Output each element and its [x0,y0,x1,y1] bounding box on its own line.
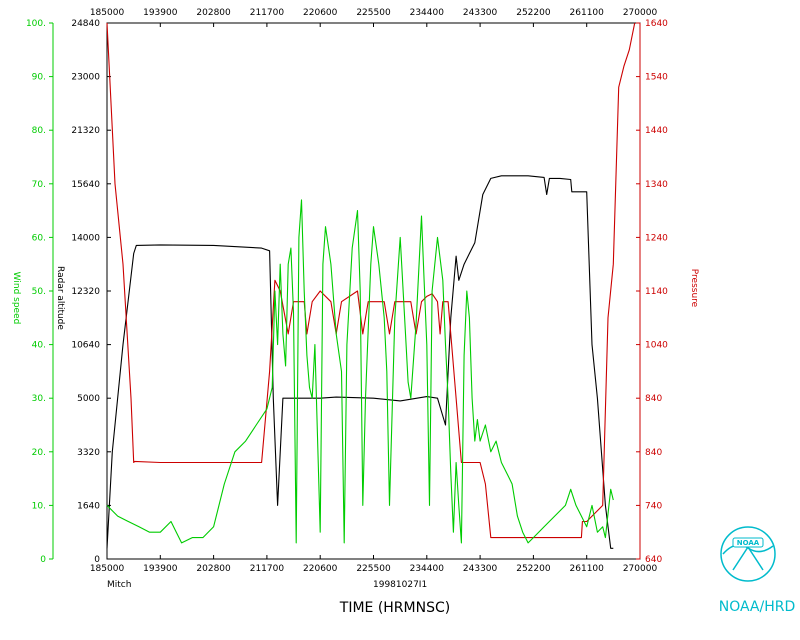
bottom-tick-label: 202800 [196,564,231,574]
top-tick-label: 225500 [356,8,391,18]
pressure-tick-label: 640 [645,555,662,565]
pressure-tick-label: 1640 [645,19,668,29]
top-axis: 185000 193900 202800 211700 220600 225500 2344… [90,8,658,27]
wind-speed-tick-label: 60. [32,233,46,243]
top-tick-label: 185000 [90,8,125,18]
radar-altitude-tick-label: 12320 [71,287,100,297]
bottom-tick-label: 225500 [356,564,391,574]
wind-speed-tick-label: 50. [32,287,46,297]
noaa-logo-bird [732,545,764,571]
pressure-tick-label: 1540 [645,73,668,83]
wind-speed-tick-label: 100. [26,19,46,29]
pressure-tick-label: 1240 [645,233,668,243]
radar-altitude-label: Radar altitude [55,266,65,330]
wind-speed-tick-label: 0 [40,555,46,565]
wind-speed-tick-label: 90. [32,73,46,83]
flight-id: 19981027I1 [373,580,427,590]
pressure-tick-label: 1440 [645,126,668,136]
pressure-tick-label: 840 [645,394,662,404]
noaa-logo: NOAA [720,526,776,582]
bottom-tick-label: 261100 [570,564,605,574]
agency-label: NOAA/HRD [719,599,796,615]
pressure-label: Pressure [689,269,699,308]
top-tick-label: 202800 [196,8,231,18]
series-pressure-line [106,22,636,539]
top-tick-label: 261100 [570,8,605,18]
bottom-tick-label: 243300 [463,564,498,574]
pressure-tick-label: 1040 [645,341,668,351]
bottom-tick-label: 252200 [516,564,551,574]
series-layer [106,22,636,549]
top-tick-label: 234400 [410,8,445,18]
radar-altitude-tick-label: 23000 [71,73,100,83]
wind-speed-tick-label: 70. [32,180,46,190]
bottom-tick-label: 270000 [623,564,658,574]
series-wind-speed-line [106,199,614,544]
wind-speed-tick-label: 80. [32,126,46,136]
plot-frame [106,22,641,560]
top-tick-label: 270000 [623,8,658,18]
radar-altitude-tick-label: 21320 [71,126,100,136]
bottom-tick-label: 220600 [303,564,338,574]
bottom-tick-label: 234400 [410,564,445,574]
wind-speed-tick-label: 30. [32,394,46,404]
radar-altitude-tick-label: 3320 [77,448,100,458]
pressure-tick-label: 1140 [645,287,668,297]
radar-altitude-tick-label: 15640 [71,180,100,190]
wind-speed-tick-label: 40. [32,341,46,351]
radar-altitude-tick-label: 24840 [71,19,100,29]
noaa-logo-text: NOAA [737,539,760,547]
noaa-logo-circle [720,526,776,582]
pressure-axis: 640 740 840 840 1040 1140 1240 1340 1440 1540 1640 [636,19,668,565]
wind-speed-tick-label: 20. [32,448,46,458]
noaa-logo-banner [732,537,764,548]
radar-altitude-tick-label: 5000 [77,394,100,404]
pressure-tick-label: 740 [645,501,662,511]
radar-altitude-tick-label: 14000 [71,233,100,243]
x-axis-label: TIME (HRMNSC) [339,600,450,616]
pressure-tick-label: 840 [645,448,662,458]
bottom-axis: 185000 193900 202800 211700 220600 225500 2344… [90,555,658,574]
series-radar-altitude-line [106,175,614,549]
top-tick-label: 243300 [463,8,498,18]
wind-speed-label: Wind speed [11,272,21,325]
storm-name: Mitch [107,580,131,590]
radar-altitude-axis: 0 1640 3320 5000 10640 12320 14000 15640 21320 23… [71,19,111,565]
bottom-tick-label: 185000 [90,564,125,574]
radar-altitude-tick-label: 0 [94,555,100,565]
top-tick-label: 220600 [303,8,338,18]
radar-altitude-tick-label: 10640 [71,341,100,351]
bottom-tick-label: 211700 [250,564,285,574]
wind-speed-axis: 0 10. 20. 30. 40. 50. 60. 70. 80. 90. 100. [26,19,54,565]
top-tick-label: 252200 [516,8,551,18]
pressure-tick-label: 1340 [645,180,668,190]
bottom-tick-label: 193900 [143,564,178,574]
top-tick-label: 193900 [143,8,178,18]
wind-speed-tick-label: 10. [32,501,46,511]
radar-altitude-tick-label: 1640 [77,501,100,511]
top-tick-label: 211700 [250,8,285,18]
